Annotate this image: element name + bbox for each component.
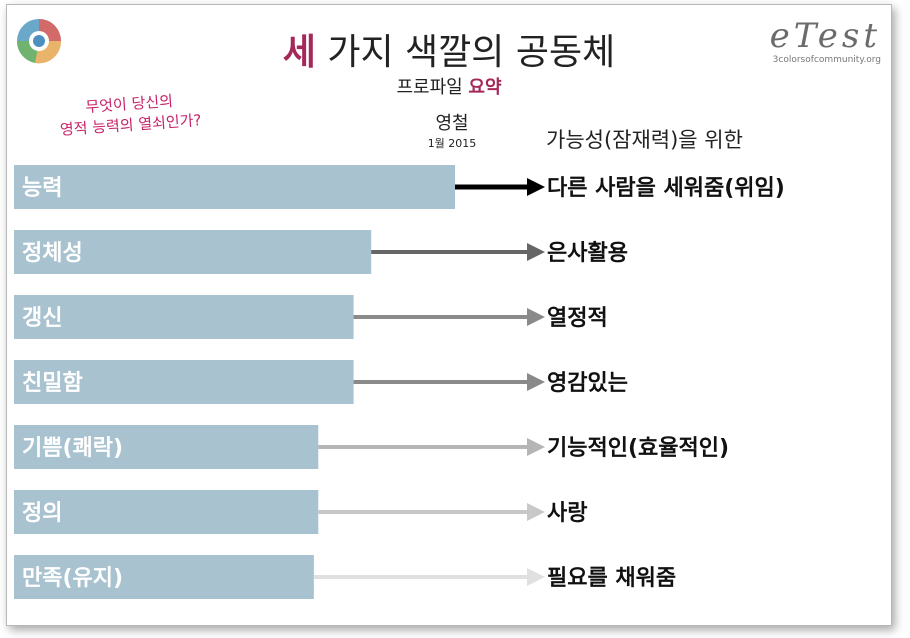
person-name: 영철 <box>435 113 469 134</box>
brand: eTest 3colorsofcommunity.org <box>770 19 881 65</box>
arrow-head-icon-7 <box>527 568 545 586</box>
bar-label-6: 정의 <box>22 501 62 526</box>
globe-logo-icon <box>16 19 62 64</box>
arrow-head-icon-3 <box>527 308 545 326</box>
bar-label-7: 만족(유지) <box>22 566 123 591</box>
arrow-head-icon-2 <box>527 243 545 261</box>
column-header: 가능성(잠재력)을 위한 <box>546 128 743 152</box>
bar-3 <box>14 295 354 339</box>
target-label-4: 영감있는 <box>547 371 628 396</box>
target-label-6: 사랑 <box>547 501 587 526</box>
target-label-7: 필요를 채워줌 <box>547 566 676 591</box>
subtitle-main: 프로파일 <box>396 77 469 98</box>
title-accent: 세 <box>282 32 316 73</box>
title-rest: 가지 색깔의 공동체 <box>315 32 616 73</box>
arrow-head-icon-4 <box>527 373 545 391</box>
bar-label-1: 능력 <box>22 176 62 201</box>
bar-label-2: 정체성 <box>22 241 83 266</box>
subtitle-accent: 요약 <box>468 77 502 98</box>
brand-logo-text: eTest <box>769 16 881 56</box>
arrow-head-icon-6 <box>527 503 545 521</box>
bar-6 <box>14 490 319 534</box>
bar-2 <box>14 230 372 274</box>
brand-url: 3colorsofcommunity.org <box>772 55 881 65</box>
bar-4 <box>14 360 354 404</box>
bar-5 <box>14 425 319 469</box>
target-label-5: 기능적인(효율적인) <box>547 436 729 461</box>
bar-label-3: 갱신 <box>22 306 62 331</box>
bar-label-5: 기쁨(쾌락) <box>22 436 123 461</box>
bar-label-4: 친밀함 <box>22 371 83 396</box>
target-label-2: 은사활용 <box>547 241 628 266</box>
slide-subtitle: 프로파일 요약 <box>7 73 891 99</box>
arrow-head-icon-1 <box>527 178 545 196</box>
target-label-1: 다른 사람을 세워줌(위임) <box>547 176 785 201</box>
bar-1 <box>14 165 455 209</box>
bar-7 <box>14 555 314 599</box>
report-date: 1월 2015 <box>427 137 477 150</box>
target-label-3: 열정적 <box>547 306 608 331</box>
slide: 세 가지 색깔의 공동체 프로파일 요약 영철 1월 2015 무엇이 당신의 … <box>6 4 892 626</box>
slide-title: 세 가지 색깔의 공동체 <box>7 23 891 75</box>
arrow-head-icon-5 <box>527 438 545 456</box>
